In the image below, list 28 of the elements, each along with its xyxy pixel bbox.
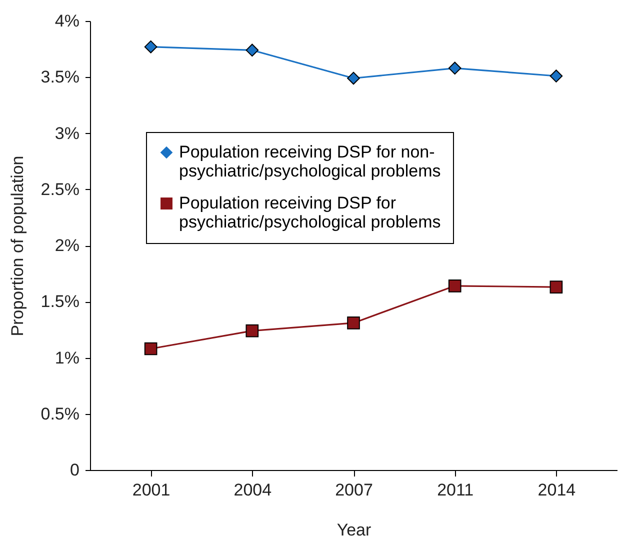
point xyxy=(246,324,259,338)
legend-label: Population receiving DSP for non-psychiatric/psychological problems xyxy=(179,142,441,180)
x-tick-label: 2004 xyxy=(234,480,272,500)
point xyxy=(448,279,462,292)
point xyxy=(347,72,360,85)
point xyxy=(144,40,158,54)
x-tick-label: 2014 xyxy=(538,480,576,500)
point xyxy=(448,62,462,75)
point xyxy=(347,316,360,330)
y-tick-label: 0 xyxy=(70,460,80,480)
y-tick-label: 1% xyxy=(54,348,80,368)
y-tick-label: 2.5% xyxy=(40,180,80,199)
legend-label: Population receiving DSP for psychiatric/psychological problems xyxy=(179,194,441,232)
y-tick-label: 3.5% xyxy=(40,68,80,87)
point xyxy=(550,280,563,294)
x-tick-label: 2011 xyxy=(437,480,474,500)
point xyxy=(550,70,563,82)
x-tick-label: 2007 xyxy=(335,480,373,500)
y-tick-label: 1.5% xyxy=(40,292,80,312)
point xyxy=(144,342,158,356)
y-tick-label: 4% xyxy=(54,12,80,30)
x-axis-title: Year xyxy=(336,520,372,540)
y-tick-label: 0.5% xyxy=(40,404,80,424)
y-tick-label: 3% xyxy=(54,124,80,143)
y-axis-title: Proportion of population xyxy=(8,156,27,336)
y-tick-label: 2% xyxy=(54,236,80,255)
point xyxy=(246,44,259,57)
x-tick-label: 2001 xyxy=(132,480,170,500)
